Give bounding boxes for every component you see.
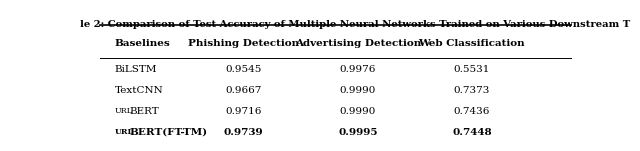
- Text: Phishing Detection: Phishing Detection: [188, 39, 300, 48]
- Text: 0.9716: 0.9716: [225, 107, 262, 116]
- Text: Baselines: Baselines: [115, 39, 170, 48]
- Text: URL: URL: [115, 128, 134, 136]
- Text: le 2: Comparison of Test Accuracy of Multiple Neural Networks Trained on Various: le 2: Comparison of Test Accuracy of Mul…: [80, 20, 630, 29]
- Text: 0.9990: 0.9990: [340, 107, 376, 116]
- Text: 0.7448: 0.7448: [452, 128, 492, 137]
- Text: 0.9995: 0.9995: [338, 128, 378, 137]
- Text: 0.9976: 0.9976: [340, 65, 376, 74]
- Text: Web Classification: Web Classification: [419, 39, 525, 48]
- Text: 0.7373: 0.7373: [454, 86, 490, 95]
- Text: BERT(FT-TM): BERT(FT-TM): [129, 128, 208, 137]
- Text: BiLSTM: BiLSTM: [115, 65, 157, 74]
- Text: TextCNN: TextCNN: [115, 86, 163, 95]
- Text: Advertising Detection: Advertising Detection: [294, 39, 421, 48]
- Text: 0.7436: 0.7436: [454, 107, 490, 116]
- Text: 0.5531: 0.5531: [454, 65, 490, 74]
- Text: 0.9990: 0.9990: [340, 86, 376, 95]
- Text: 0.9739: 0.9739: [224, 128, 264, 137]
- Text: URL: URL: [115, 107, 132, 115]
- Text: BERT: BERT: [129, 107, 159, 116]
- Text: 0.9545: 0.9545: [225, 65, 262, 74]
- Text: 0.9667: 0.9667: [225, 86, 262, 95]
